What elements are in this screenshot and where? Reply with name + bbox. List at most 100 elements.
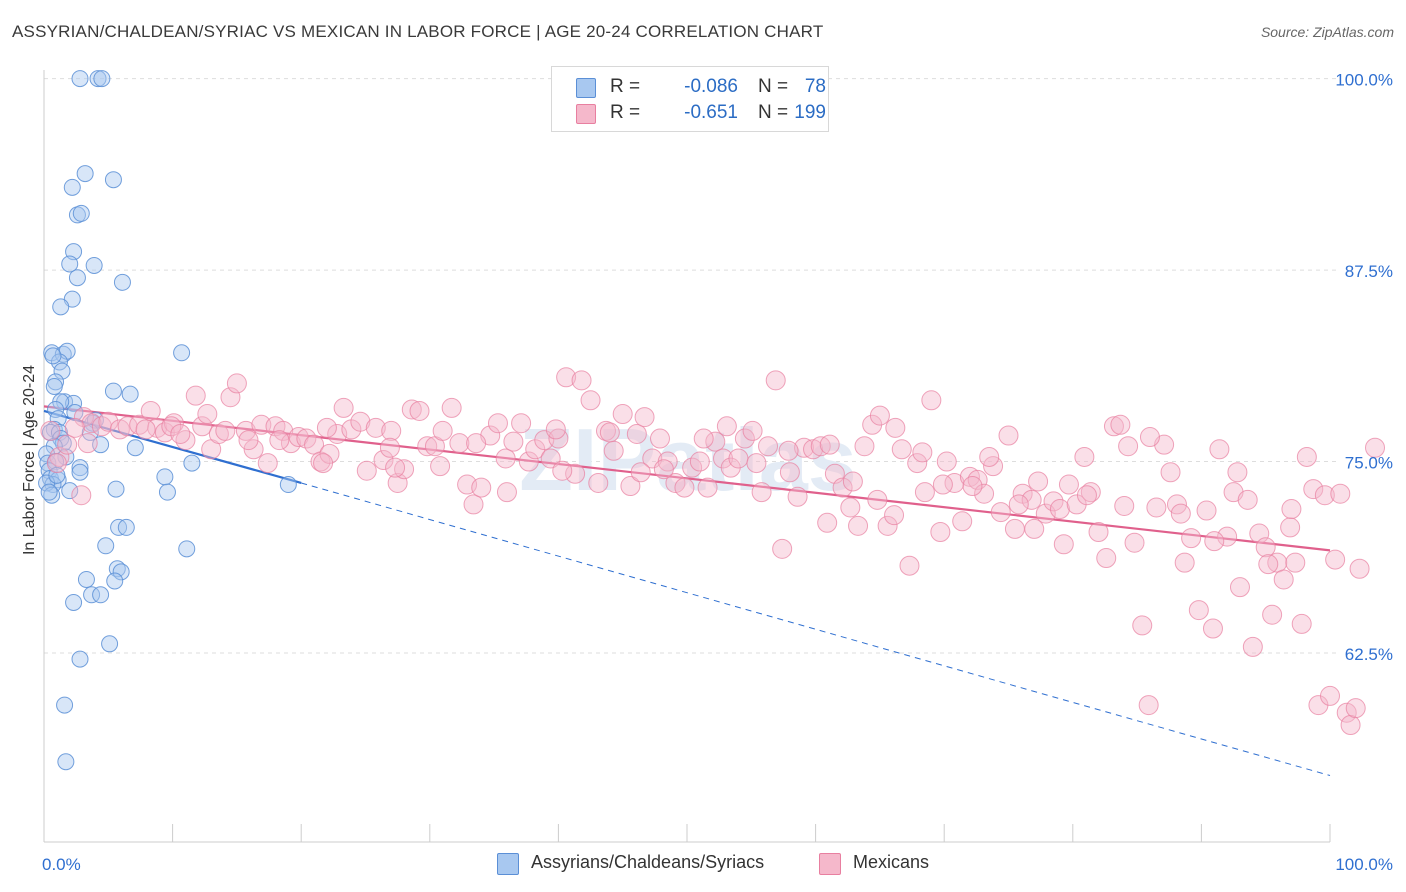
data-point-assyrians xyxy=(44,476,62,494)
data-point-mexicans xyxy=(952,511,973,532)
data-point-mexicans xyxy=(630,462,651,483)
data-point-mexicans xyxy=(765,370,786,391)
data-point-mexicans xyxy=(1242,636,1263,657)
data-point-mexicans xyxy=(912,442,933,463)
data-point-assyrians xyxy=(53,362,71,380)
data-point-mexicans xyxy=(1118,436,1139,457)
data-point-mexicans xyxy=(1096,548,1117,569)
gridlines xyxy=(44,78,1338,654)
legend-row-assyrians: R = -0.086 N = 78 xyxy=(576,76,826,100)
data-point-mexicans xyxy=(936,451,957,472)
data-point-mexicans xyxy=(518,451,539,472)
data-point-mexicans xyxy=(238,430,259,451)
data-point-mexicans xyxy=(1217,526,1238,547)
data-point-mexicans xyxy=(1139,427,1160,448)
data-point-mexicans xyxy=(1209,439,1230,460)
data-point-mexicans xyxy=(1021,489,1042,510)
data-point-mexicans xyxy=(409,400,430,421)
data-point-mexicans xyxy=(556,367,577,388)
data-point-assyrians xyxy=(68,269,86,287)
data-point-mexicans xyxy=(998,425,1019,446)
data-point-assyrians xyxy=(113,273,131,291)
data-point-assyrians xyxy=(76,165,94,183)
data-point-mexicans xyxy=(57,434,78,455)
data-point-mexicans xyxy=(930,521,951,542)
data-point-mexicans xyxy=(1202,618,1223,639)
data-point-mexicans xyxy=(580,390,601,411)
data-point-assyrians xyxy=(43,486,61,504)
data-point-mexicans xyxy=(885,417,906,438)
data-point-assyrians xyxy=(52,298,70,316)
legend-n-value: 78 xyxy=(804,76,826,97)
data-point-mexicans xyxy=(1365,437,1386,458)
data-point-assyrians xyxy=(104,171,122,189)
data-point-mexicans xyxy=(1296,446,1317,467)
data-point-mexicans xyxy=(990,502,1011,523)
data-point-assyrians xyxy=(107,480,125,498)
data-point-assyrians xyxy=(71,70,89,88)
data-point-mexicans xyxy=(441,397,462,418)
data-point-mexicans xyxy=(728,448,749,469)
x-tick-label: 0.0% xyxy=(42,855,81,874)
data-point-mexicans xyxy=(899,555,920,576)
data-point-mexicans xyxy=(1008,494,1029,515)
data-point-mexicans xyxy=(192,416,213,437)
data-point-mexicans xyxy=(64,417,85,438)
data-point-assyrians xyxy=(106,572,124,590)
data-point-mexicans xyxy=(1314,485,1335,506)
data-point-mexicans xyxy=(758,436,779,457)
data-point-mexicans xyxy=(974,483,995,504)
data-point-mexicans xyxy=(163,413,184,434)
data-point-mexicans xyxy=(1330,483,1351,504)
data-point-mexicans xyxy=(350,411,371,432)
data-point-mexicans xyxy=(552,460,573,481)
data-point-mexicans xyxy=(511,413,532,434)
data-point-assyrians xyxy=(71,459,89,477)
data-point-mexicans xyxy=(540,448,561,469)
data-point-mexicans xyxy=(599,422,620,443)
data-point-mexicans xyxy=(697,477,718,498)
data-point-assyrians xyxy=(178,540,196,558)
data-point-mexicans xyxy=(634,407,655,428)
data-point-mexicans xyxy=(907,453,928,474)
data-point-assyrians xyxy=(44,347,62,365)
data-point-assyrians xyxy=(183,454,201,472)
data-point-mexicans xyxy=(746,453,767,474)
data-point-mexicans xyxy=(71,485,92,506)
legend-n-value: 199 xyxy=(794,102,826,123)
data-point-mexicans xyxy=(817,512,838,533)
data-point-mexicans xyxy=(565,463,586,484)
data-point-mexicans xyxy=(772,538,793,559)
data-point-assyrians xyxy=(72,204,90,222)
data-point-mexicans xyxy=(921,390,942,411)
data-point-mexicans xyxy=(356,460,377,481)
data-point-mexicans xyxy=(716,416,737,437)
data-point-mexicans xyxy=(819,434,840,455)
data-point-mexicans xyxy=(778,440,799,461)
data-point-mexicans xyxy=(689,451,710,472)
data-point-mexicans xyxy=(316,417,337,438)
data-point-mexicans xyxy=(1255,537,1276,558)
data-point-mexicans xyxy=(1262,604,1283,625)
data-point-mexicans xyxy=(1229,577,1250,598)
data-point-mexicans xyxy=(463,494,484,515)
x-tick-label: 100.0% xyxy=(1335,855,1393,874)
data-point-mexicans xyxy=(365,417,386,438)
data-point-mexicans xyxy=(1053,534,1074,555)
data-point-assyrians xyxy=(63,178,81,196)
data-point-mexicans xyxy=(430,456,451,477)
series-mexicans-points xyxy=(40,367,1386,735)
data-point-assyrians xyxy=(85,256,103,274)
bottom-legend-swatch-assyrians xyxy=(497,853,519,875)
data-point-mexicans xyxy=(333,397,354,418)
y-tick-label: 100.0% xyxy=(1335,71,1393,90)
legend-swatch-assyrians xyxy=(576,78,596,98)
y-axis-label: In Labor Force | Age 20-24 xyxy=(21,364,38,556)
legend-n-label: N = xyxy=(758,102,789,123)
data-point-mexicans xyxy=(1345,698,1366,719)
data-point-mexicans xyxy=(313,453,334,474)
data-point-assyrians xyxy=(56,696,74,714)
data-point-mexicans xyxy=(1181,528,1202,549)
data-point-mexicans xyxy=(1138,695,1159,716)
stats-legend: R = -0.086 N = 78 R = -0.651 N = 199 xyxy=(551,66,829,132)
